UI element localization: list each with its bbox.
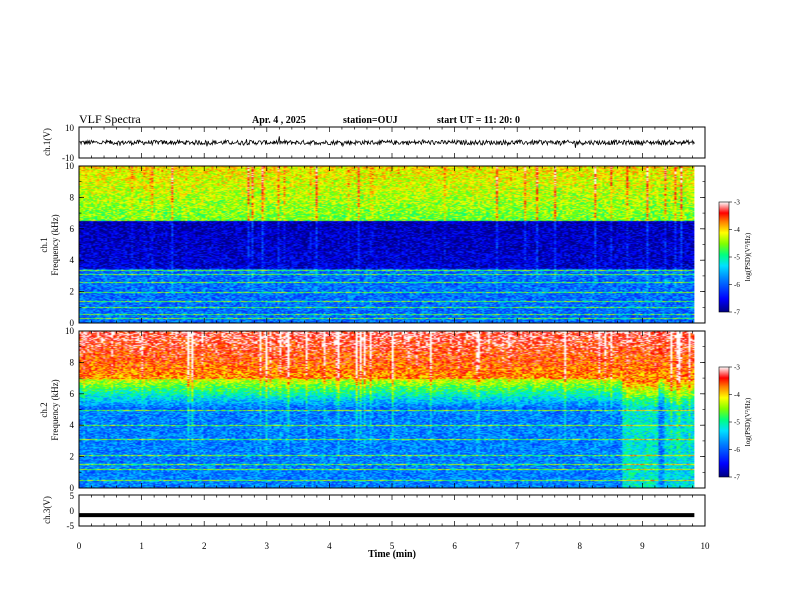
ch1-waveform-series <box>78 136 695 148</box>
spectrogram-ch2-panel: 0 2 4 6 8 10 ch.2 Frequency (kHz) <box>39 326 706 493</box>
y-tick-label: 8 <box>70 357 75 367</box>
ch1-waveform-ylabel: ch.1(V) <box>42 128 52 156</box>
y-tick-label: 10 <box>65 326 75 336</box>
station-label: station=OUJ <box>343 115 398 126</box>
spectrogram-ch2-xticks <box>78 331 706 488</box>
y-tick-label: 2 <box>70 287 75 297</box>
ch1-ytick-bottom: -10 <box>62 153 74 163</box>
spectrogram-ch2-ylabel-channel: ch.2 <box>39 402 49 417</box>
x-tick-label: 10 <box>701 541 711 551</box>
ch3-ytick-top: 5 <box>70 491 75 501</box>
spectrogram-ch1-panel: 0 2 4 6 8 10 ch.1 Frequency (kHz) <box>39 161 706 328</box>
y-tick-label: 6 <box>70 224 75 234</box>
y-tick-label: 0 <box>70 318 75 328</box>
date-label: Apr. 4 , 2025 <box>252 115 306 126</box>
colorbar-ch1-label: log(PSD)(V²/Hz) <box>744 232 752 281</box>
colorbar-ch2: -3 -4 -5 -6 -7 log(PSD)(V²/Hz) <box>718 364 752 482</box>
spectrogram-ch2-yticks: 0 2 4 6 8 10 <box>65 326 705 493</box>
colorbar-tick-label: -7 <box>734 309 740 317</box>
spectrogram-ch1-image <box>79 166 695 323</box>
spectrogram-ch1-xticks <box>78 166 706 323</box>
y-tick-label: 0 <box>70 483 75 493</box>
waveform-ch1-panel: 10 -10 ch.1(V) <box>42 123 706 163</box>
y-tick-label: 4 <box>70 420 75 430</box>
colorbar-tick-label: -4 <box>734 391 740 399</box>
x-tick-label: 0 <box>77 541 82 551</box>
colorbar-ch2-ticks: -3 -4 -5 -6 -7 <box>729 364 740 482</box>
start-ut-label: start UT = 11: 20: 0 <box>437 115 520 126</box>
waveform-ch3-panel: 5 0 -5 ch.3(V) <box>42 491 706 531</box>
waveform-ch3-frame <box>78 494 706 527</box>
ch3-ytick-mid: 0 <box>70 506 75 516</box>
colorbar-tick-label: -3 <box>734 199 740 207</box>
x-tick-label: 4 <box>327 541 332 551</box>
figure-title: VLF Spectra <box>79 112 141 126</box>
spectrogram-ch2-ylabel-frequency: Frequency (kHz) <box>50 379 60 440</box>
x-tick-label: 6 <box>452 541 457 551</box>
colorbar-tick-label: -7 <box>734 474 740 482</box>
ch3-waveform-xticks <box>78 495 706 526</box>
x-tick-label: 8 <box>578 541 583 551</box>
spectrogram-ch2-image <box>79 331 695 488</box>
colorbar-ch1: -3 -4 -5 -6 -7 log(PSD)(V²/Hz) <box>718 199 752 317</box>
colorbar-ch2-label: log(PSD)(V²/Hz) <box>744 397 752 446</box>
y-tick-label: 2 <box>70 452 75 462</box>
ch3-waveform-ylabel: ch.3(V) <box>42 496 52 524</box>
x-axis-tick-labels: 0 1 2 3 4 5 6 7 8 9 10 <box>77 541 710 551</box>
colorbar-ch2-gradient <box>718 366 730 478</box>
colorbar-tick-label: -5 <box>734 419 740 427</box>
y-tick-label: 4 <box>70 255 75 265</box>
spectrogram-ch1-yticks: 0 2 4 6 8 10 <box>65 161 705 328</box>
x-tick-label: 9 <box>640 541 645 551</box>
spectrogram-ch1-ylabel-channel: ch.1 <box>39 237 49 252</box>
x-tick-label: 7 <box>515 541 520 551</box>
colorbar-ch1-ticks: -3 -4 -5 -6 -7 <box>729 199 740 317</box>
y-tick-label: 8 <box>70 192 75 202</box>
colorbar-ch1-gradient <box>718 201 730 313</box>
x-tick-label: 5 <box>390 541 395 551</box>
ch3-ytick-bottom: -5 <box>67 521 75 531</box>
colorbar-tick-label: -6 <box>734 281 740 289</box>
x-tick-label: 3 <box>265 541 270 551</box>
x-tick-label: 2 <box>202 541 207 551</box>
y-tick-label: 10 <box>65 161 75 171</box>
colorbar-tick-label: -4 <box>734 226 740 234</box>
x-tick-label: 1 <box>139 541 144 551</box>
ch1-waveform-xticks <box>78 127 706 158</box>
colorbar-tick-label: -6 <box>734 446 740 454</box>
ch1-ytick-top: 10 <box>65 123 75 133</box>
spectrogram-ch1-ylabel-frequency: Frequency (kHz) <box>50 214 60 275</box>
y-tick-label: 6 <box>70 389 75 399</box>
colorbar-tick-label: -3 <box>734 364 740 372</box>
colorbar-tick-label: -5 <box>734 254 740 262</box>
x-axis-label: Time (min) <box>368 549 416 560</box>
